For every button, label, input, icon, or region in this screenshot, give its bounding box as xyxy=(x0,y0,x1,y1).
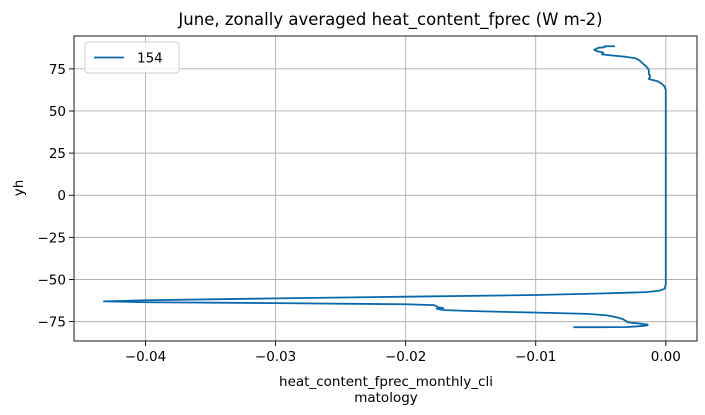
chart-title: June, zonally averaged heat_content_fpre… xyxy=(177,10,602,30)
x-axis-label-line-2: matology xyxy=(354,390,418,406)
y-tick-label: 25 xyxy=(49,146,66,162)
x-axis-label-line-1: heat_content_fprec_monthly_cli xyxy=(279,374,493,390)
y-tick-label: 75 xyxy=(49,62,66,78)
x-tick-label: −0.01 xyxy=(515,349,556,365)
legend: 154 xyxy=(84,41,180,74)
y-axis-label: yh xyxy=(11,180,27,197)
y-tick-label: −50 xyxy=(38,272,67,288)
series-layer xyxy=(103,45,667,329)
x-axis: −0.04 −0.03 −0.02 −0.01 0.00 xyxy=(125,341,681,365)
x-tick-label: −0.03 xyxy=(255,349,296,365)
grid xyxy=(74,36,697,341)
y-tick-label: −25 xyxy=(38,230,67,246)
legend-box xyxy=(84,41,180,74)
y-tick-label: 0 xyxy=(57,188,66,204)
x-tick-label: −0.04 xyxy=(125,349,166,365)
x-tick-label: −0.02 xyxy=(385,349,426,365)
y-tick-label: −75 xyxy=(38,315,67,331)
y-axis: −75 −50 −25 0 25 50 75 xyxy=(38,62,74,331)
x-tick-label: 0.00 xyxy=(651,349,681,365)
y-tick-label: 50 xyxy=(49,104,66,120)
plot-frame xyxy=(73,35,698,342)
series-line xyxy=(103,45,667,329)
legend-label: 154 xyxy=(137,51,163,67)
